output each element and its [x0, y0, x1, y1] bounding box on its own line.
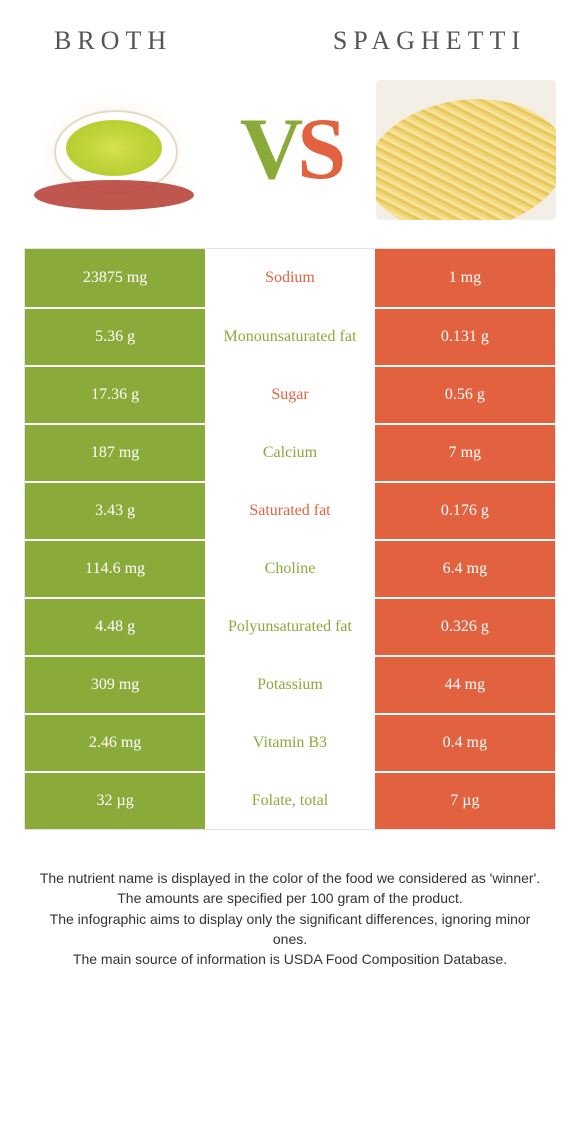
vs-v: V: [240, 106, 298, 194]
nutrient-label: Potassium: [205, 657, 375, 713]
table-row: 5.36 gMonounsaturated fat0.131 g: [25, 307, 555, 365]
footer-notes: The nutrient name is displayed in the co…: [24, 868, 556, 969]
nutrient-label: Folate, total: [205, 773, 375, 829]
header: BROTH SPAGHETTI: [24, 20, 556, 80]
value-right: 7 µg: [375, 773, 555, 829]
value-left: 5.36 g: [25, 309, 205, 365]
nutrition-table: 23875 mgSodium1 mg5.36 gMonounsaturated …: [24, 248, 556, 830]
nutrient-label: Vitamin B3: [205, 715, 375, 771]
broth-image: [24, 80, 204, 220]
nutrient-label: Sodium: [205, 249, 375, 307]
table-row: 187 mgCalcium7 mg: [25, 423, 555, 481]
value-left: 17.36 g: [25, 367, 205, 423]
value-left: 23875 mg: [25, 249, 205, 307]
value-left: 2.46 mg: [25, 715, 205, 771]
nutrient-label: Calcium: [205, 425, 375, 481]
value-left: 3.43 g: [25, 483, 205, 539]
nutrient-label: Polyunsaturated fat: [205, 599, 375, 655]
value-right: 0.4 mg: [375, 715, 555, 771]
value-right: 1 mg: [375, 249, 555, 307]
table-row: 3.43 gSaturated fat0.176 g: [25, 481, 555, 539]
value-right: 7 mg: [375, 425, 555, 481]
table-row: 17.36 gSugar0.56 g: [25, 365, 555, 423]
nutrient-label: Saturated fat: [205, 483, 375, 539]
value-right: 44 mg: [375, 657, 555, 713]
images-row: V S: [24, 80, 556, 220]
value-left: 32 µg: [25, 773, 205, 829]
vs-s: S: [297, 106, 340, 194]
value-right: 0.56 g: [375, 367, 555, 423]
footer-line: The nutrient name is displayed in the co…: [32, 868, 548, 888]
vs-label: V S: [240, 106, 341, 194]
value-right: 0.176 g: [375, 483, 555, 539]
value-right: 0.131 g: [375, 309, 555, 365]
food-left-title: BROTH: [54, 26, 172, 56]
table-row: 114.6 mgCholine6.4 mg: [25, 539, 555, 597]
nutrient-label: Sugar: [205, 367, 375, 423]
nutrient-label: Choline: [205, 541, 375, 597]
value-right: 6.4 mg: [375, 541, 555, 597]
value-right: 0.326 g: [375, 599, 555, 655]
table-row: 23875 mgSodium1 mg: [25, 249, 555, 307]
table-row: 2.46 mgVitamin B30.4 mg: [25, 713, 555, 771]
value-left: 114.6 mg: [25, 541, 205, 597]
value-left: 309 mg: [25, 657, 205, 713]
table-row: 32 µgFolate, total7 µg: [25, 771, 555, 829]
footer-line: The amounts are specified per 100 gram o…: [32, 888, 548, 908]
value-left: 187 mg: [25, 425, 205, 481]
footer-line: The infographic aims to display only the…: [32, 909, 548, 950]
spaghetti-image: [376, 80, 556, 220]
footer-line: The main source of information is USDA F…: [32, 949, 548, 969]
table-row: 309 mgPotassium44 mg: [25, 655, 555, 713]
food-right-title: SPAGHETTI: [333, 26, 526, 56]
value-left: 4.48 g: [25, 599, 205, 655]
nutrient-label: Monounsaturated fat: [205, 309, 375, 365]
table-row: 4.48 gPolyunsaturated fat0.326 g: [25, 597, 555, 655]
